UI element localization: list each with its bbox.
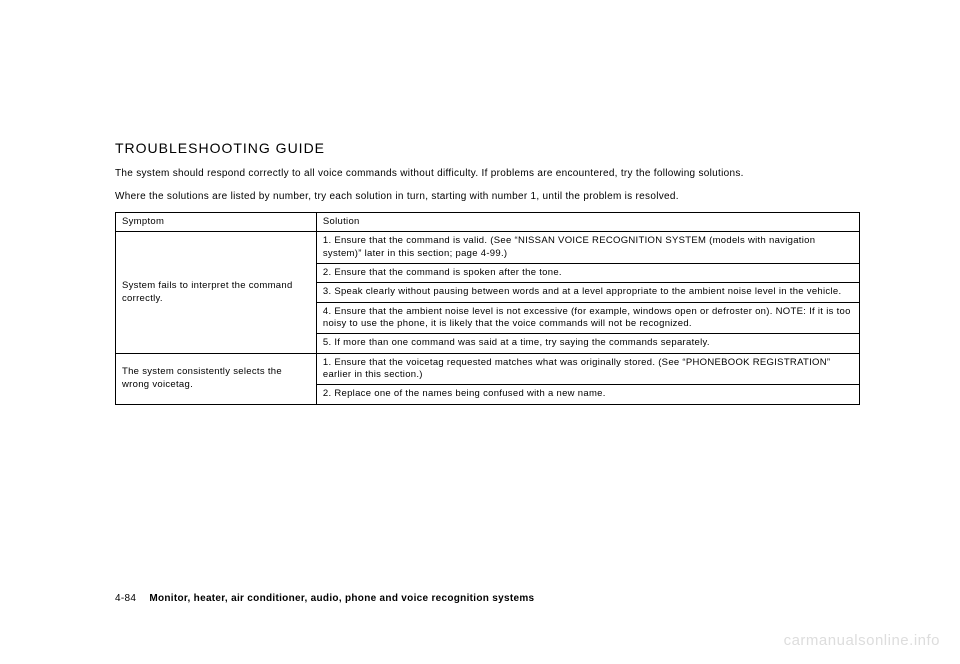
intro-paragraph-2: Where the solutions are listed by number… xyxy=(115,189,860,204)
section-heading: TROUBLESHOOTING GUIDE xyxy=(115,140,860,156)
symptom-cell-1: System fails to interpret the command co… xyxy=(116,232,317,353)
table-row: The system consistently selects the wron… xyxy=(116,353,860,385)
solution-cell: 4. Ensure that the ambient noise level i… xyxy=(316,302,859,334)
solution-cell: 2. Replace one of the names being confus… xyxy=(316,385,859,404)
troubleshooting-table: Symptom Solution System fails to interpr… xyxy=(115,212,860,405)
solution-cell: 1. Ensure that the command is valid. (Se… xyxy=(316,232,859,264)
table-row: System fails to interpret the command co… xyxy=(116,232,860,264)
table-header-row: Symptom Solution xyxy=(116,213,860,232)
footer-section-title: Monitor, heater, air conditioner, audio,… xyxy=(149,593,534,604)
page-number: 4-84 xyxy=(115,593,136,604)
header-solution: Solution xyxy=(316,213,859,232)
intro-paragraph-1: The system should respond correctly to a… xyxy=(115,166,860,181)
header-symptom: Symptom xyxy=(116,213,317,232)
watermark-text: carmanualsonline.info xyxy=(784,632,940,649)
solution-cell: 5. If more than one command was said at … xyxy=(316,334,859,353)
symptom-cell-2: The system consistently selects the wron… xyxy=(116,353,317,404)
page-footer: 4-84 Monitor, heater, air conditioner, a… xyxy=(115,593,534,604)
solution-cell: 1. Ensure that the voicetag requested ma… xyxy=(316,353,859,385)
solution-cell: 3. Speak clearly without pausing between… xyxy=(316,283,859,302)
solution-cell: 2. Ensure that the command is spoken aft… xyxy=(316,264,859,283)
